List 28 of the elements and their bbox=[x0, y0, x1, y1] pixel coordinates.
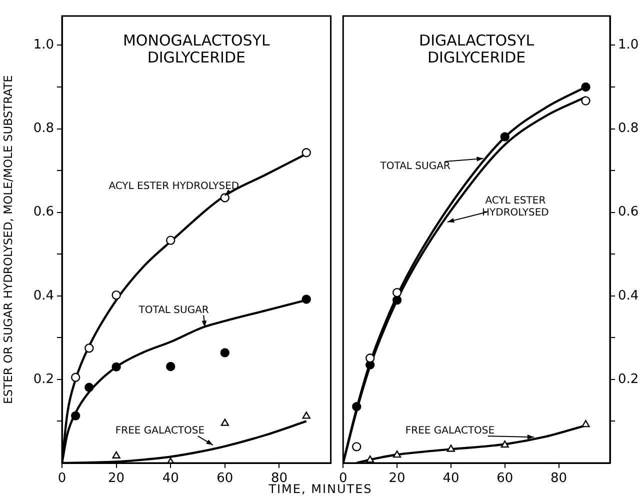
y-tick-label: 0.4 bbox=[618, 288, 639, 304]
x-tick-label: 0 bbox=[58, 471, 66, 486]
annotation: ACYL ESTER HYDROLYSED bbox=[482, 196, 550, 219]
y-tick-label: 0.6 bbox=[618, 204, 639, 220]
annotation: ACYL ESTER HYDROLYSED bbox=[108, 181, 240, 192]
text: DIGALACTOSYL DIGLYCERIDE bbox=[419, 31, 535, 66]
y-axis-title: ESTER OR SUGAR HYDROLYSED, MOLE/MOLE SUBSTRATE bbox=[0, 75, 15, 404]
x-axis-title: TIME, MINUTES bbox=[268, 482, 372, 496]
annotation: FREE GALACTOSE bbox=[115, 426, 205, 437]
annotation: TOTAL SUGAR bbox=[379, 161, 450, 172]
y-tick-label: 0.8 bbox=[33, 121, 54, 136]
x-tick-label: 40 bbox=[442, 471, 460, 486]
y-tick-label: 1.0 bbox=[33, 38, 54, 53]
x-tick-label: 40 bbox=[162, 471, 179, 486]
annotation: TOTAL SUGAR bbox=[138, 304, 209, 316]
y-tick-label: 0.8 bbox=[618, 121, 639, 136]
annotation: FREE GALACTOSE bbox=[405, 426, 495, 437]
text: MONOGALACTOSYL DIGLYCERIDE bbox=[122, 31, 270, 66]
x-tick-label: 60 bbox=[216, 471, 234, 486]
x-tick-label: 80 bbox=[550, 471, 568, 486]
y-tick-label: 0.6 bbox=[33, 204, 54, 220]
y-tick-label: 0.4 bbox=[33, 288, 54, 304]
x-tick-label: 60 bbox=[496, 471, 514, 486]
y-tick-label: 0.2 bbox=[618, 372, 639, 387]
y-tick-label: 1.0 bbox=[618, 38, 639, 53]
x-tick-label: 20 bbox=[108, 471, 125, 486]
y-tick-label: 0.2 bbox=[33, 372, 54, 387]
x-tick-label: 20 bbox=[388, 471, 406, 486]
